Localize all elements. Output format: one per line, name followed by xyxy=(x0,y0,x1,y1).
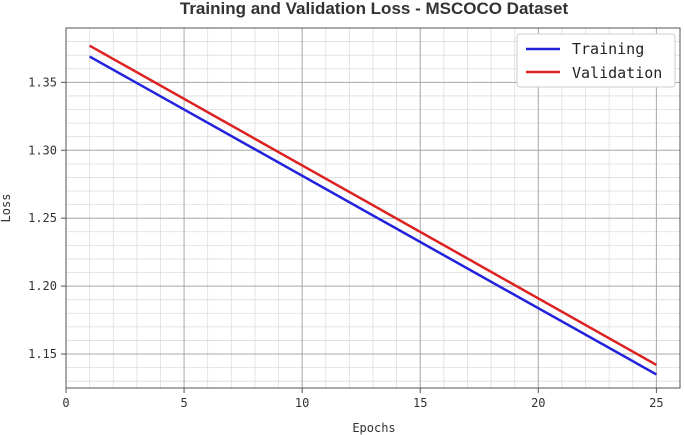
x-tick-label: 10 xyxy=(295,396,309,410)
series xyxy=(89,44,657,376)
series-line-validation xyxy=(89,44,657,366)
series-line-training xyxy=(89,55,657,376)
y-tick-label: 1.35 xyxy=(28,75,57,89)
x-tick-label: 25 xyxy=(649,396,663,410)
y-tick-label: 1.20 xyxy=(28,279,57,293)
axis-ticks: 0 5 10 15 20 25 1.15 1.20 1.25 1.30 1.35 xyxy=(28,75,664,410)
y-axis-label: Loss xyxy=(0,194,13,223)
x-tick-label: 15 xyxy=(413,396,427,410)
grid xyxy=(65,27,681,388)
plot-frame xyxy=(65,27,681,389)
y-tick-label: 1.30 xyxy=(28,143,57,157)
x-axis-label: Epochs xyxy=(352,421,395,435)
x-tick-label: 20 xyxy=(531,396,545,410)
legend-box xyxy=(516,33,676,88)
x-tick-label: 5 xyxy=(180,396,187,410)
y-tick-label: 1.15 xyxy=(28,347,57,361)
legend-label-training: Training xyxy=(572,40,644,58)
chart-title: Training and Validation Loss - MSCOCO Da… xyxy=(180,0,569,18)
x-tick-label: 0 xyxy=(62,396,69,410)
y-tick-label: 1.25 xyxy=(28,211,57,225)
legend: Training Validation xyxy=(516,33,676,88)
legend-label-validation: Validation xyxy=(572,64,662,82)
